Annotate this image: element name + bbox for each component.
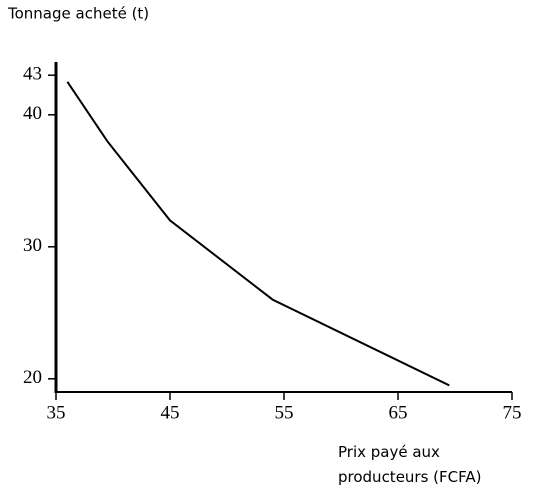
x-tick-label: 45 [161, 402, 180, 423]
x-axis-title: Prix payé aux producteurs (FCFA) [338, 443, 482, 486]
y-tick-label: 20 [23, 367, 42, 388]
y-tick-label: 43 [23, 64, 42, 85]
x-tick-label: 55 [275, 402, 294, 423]
y-axis-title: Tonnage acheté (t) [7, 5, 149, 23]
x-tick-label: 35 [47, 402, 66, 423]
x-tick-label: 75 [503, 402, 522, 423]
y-tick-label: 30 [23, 235, 42, 256]
x-tick-label: 65 [389, 402, 408, 423]
y-tick-label: 40 [23, 103, 42, 124]
data-line [66, 81, 450, 387]
